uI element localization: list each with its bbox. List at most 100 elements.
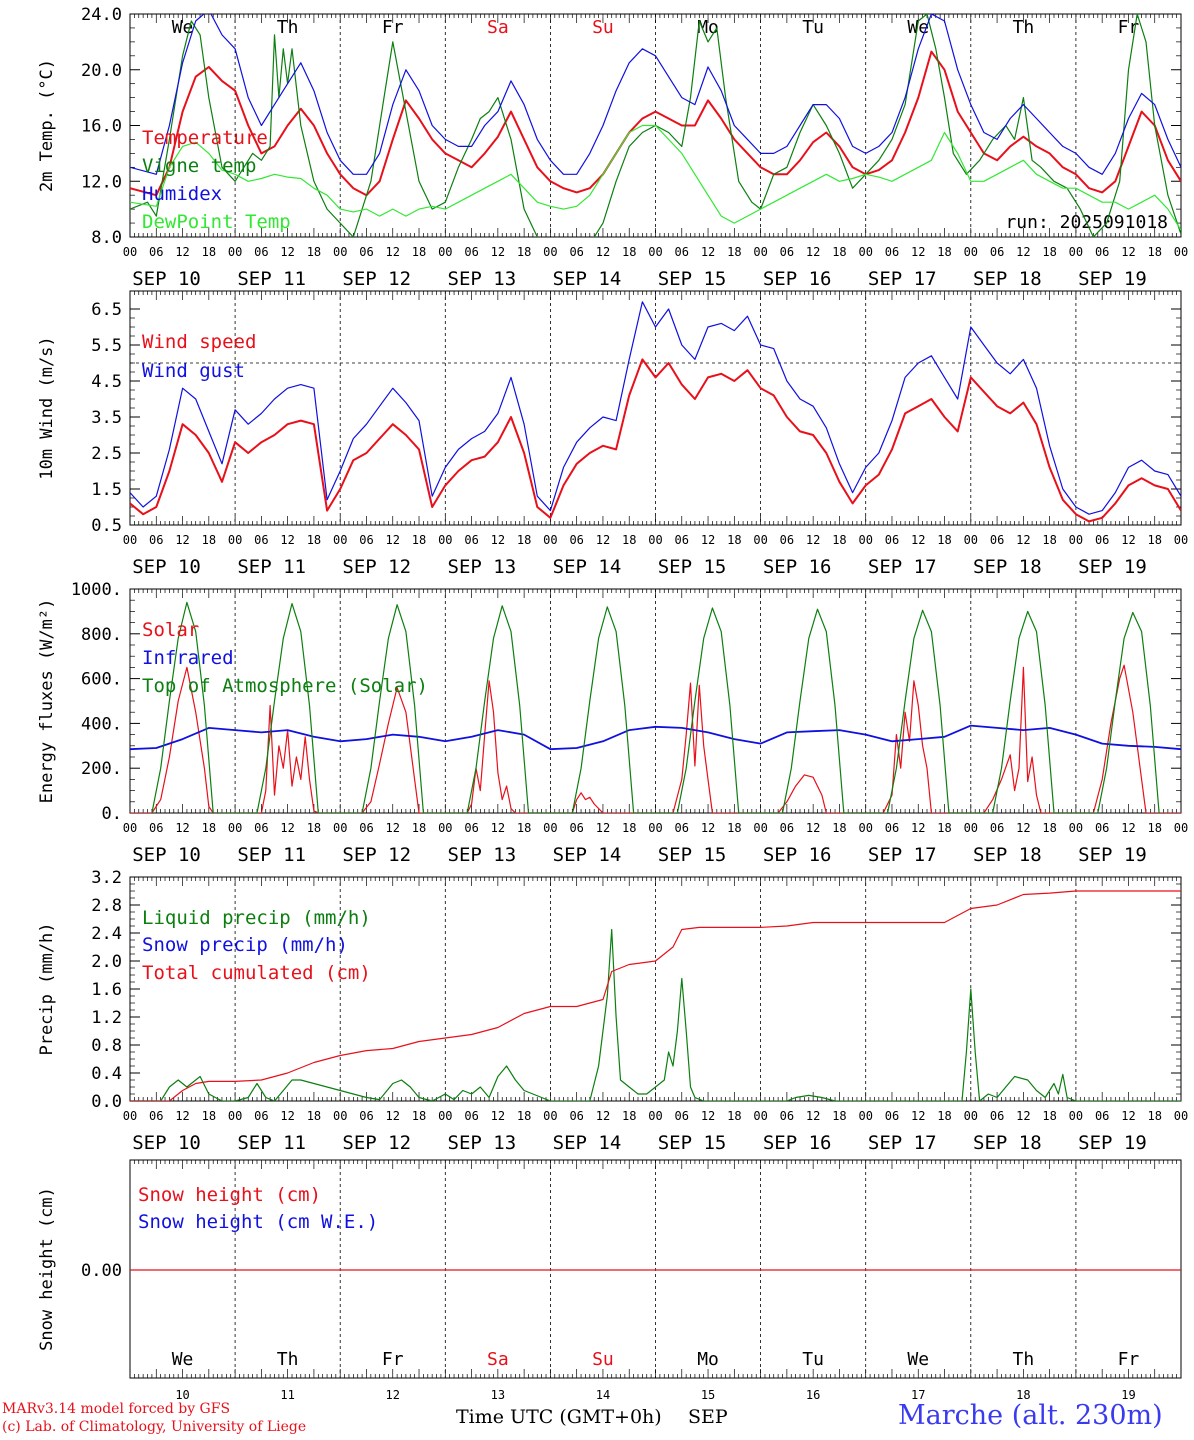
x-tick-label: 06 bbox=[464, 1109, 478, 1123]
y-tick-label: 2.0 bbox=[91, 952, 122, 972]
x-tick-label: 18 bbox=[1042, 821, 1056, 835]
legend-entry: Wind speed bbox=[142, 331, 256, 353]
date-label: SEP 12 bbox=[342, 1132, 411, 1154]
date-label: SEP 19 bbox=[1078, 268, 1147, 290]
x-tick-label: 00 bbox=[858, 1109, 872, 1123]
y-tick-label: 1.5 bbox=[91, 480, 122, 500]
y-tick-label: 1000. bbox=[71, 580, 122, 600]
y-tick-label: 12.0 bbox=[81, 172, 122, 192]
x-tick-label: 00 bbox=[648, 821, 662, 835]
x-tick-label: 06 bbox=[990, 1109, 1004, 1123]
x-tick-label: 12 bbox=[1121, 821, 1135, 835]
date-label: SEP 16 bbox=[763, 1132, 832, 1154]
y-tick-label: 8.0 bbox=[91, 228, 122, 248]
x-tick-label: 00 bbox=[753, 821, 767, 835]
x-tick-label: 12 bbox=[280, 1109, 294, 1123]
date-label: SEP 18 bbox=[973, 844, 1042, 866]
x-tick-label: 12 bbox=[701, 245, 715, 259]
x-tick-label: 00 bbox=[964, 821, 978, 835]
x-tick-label: 00 bbox=[1174, 533, 1188, 547]
panel-1: 8.0 12.0 16.0 20.0 24.0 2m Temp. (°C) 00 06 12 18… bbox=[37, 5, 1188, 290]
x-tick-label: 12 bbox=[280, 821, 294, 835]
credit-line-1: MARv3.14 model forced by GFS bbox=[2, 1401, 231, 1417]
date-label: SEP 18 bbox=[973, 556, 1042, 578]
x-tick-label: 06 bbox=[1095, 821, 1109, 835]
x-tick-label: 12 bbox=[491, 821, 505, 835]
date-label: SEP 14 bbox=[553, 1132, 622, 1154]
y-tick-label: 200. bbox=[81, 759, 122, 779]
x-tick-label: 12 bbox=[911, 821, 925, 835]
x-tick-label: 00 bbox=[753, 533, 767, 547]
legend-entry: Snow precip (mm/h) bbox=[142, 934, 348, 956]
date-label: SEP 10 bbox=[132, 268, 201, 290]
x-tick-label: 12 bbox=[1121, 533, 1135, 547]
weekday-label: Su bbox=[592, 1349, 614, 1370]
x-tick-label: 00 bbox=[1174, 1109, 1188, 1123]
panel-5: 0.00 Snow height (cm) We Th Fr Sa Su Mo Tu We Th Fr… bbox=[37, 1159, 1182, 1402]
x-tick-label: 06 bbox=[780, 533, 794, 547]
x-tick-label: 00 bbox=[1069, 245, 1083, 259]
x-tick-label: 06 bbox=[675, 1109, 689, 1123]
x-tick-label: 00 bbox=[228, 1109, 242, 1123]
day-number-label: 12 bbox=[386, 1388, 400, 1402]
x-tick-label: 06 bbox=[149, 533, 163, 547]
x-tick-label: 00 bbox=[1069, 821, 1083, 835]
x-tick-label: 06 bbox=[990, 821, 1004, 835]
x-tick-label: 12 bbox=[491, 1109, 505, 1123]
bottom-month: SEP bbox=[688, 1406, 728, 1428]
x-tick-label: 12 bbox=[386, 821, 400, 835]
date-label: SEP 14 bbox=[553, 556, 622, 578]
credit-line-2: (c) Lab. of Climatology, University of L… bbox=[2, 1419, 307, 1435]
x-tick-label: 06 bbox=[990, 245, 1004, 259]
date-label: SEP 17 bbox=[868, 1132, 937, 1154]
date-label: SEP 11 bbox=[237, 1132, 306, 1154]
x-tick-label: 12 bbox=[806, 533, 820, 547]
x-tick-label: 18 bbox=[202, 1109, 216, 1123]
legend-entry: Snow height (cm W.E.) bbox=[138, 1211, 378, 1233]
x-tick-label: 00 bbox=[123, 533, 137, 547]
date-label: SEP 11 bbox=[237, 844, 306, 866]
x-tick-label: 00 bbox=[228, 533, 242, 547]
day-number-label: 16 bbox=[806, 1388, 820, 1402]
x-tick-label: 18 bbox=[727, 533, 741, 547]
y-tick-label: 2.8 bbox=[91, 896, 122, 916]
x-tick-label: 00 bbox=[648, 1109, 662, 1123]
y-tick-label: 400. bbox=[81, 714, 122, 734]
x-tick-label: 18 bbox=[1042, 1109, 1056, 1123]
weekday-label: Tu bbox=[802, 17, 824, 38]
x-tick-label: 06 bbox=[675, 533, 689, 547]
x-tick-label: 06 bbox=[464, 821, 478, 835]
day-number-label: 14 bbox=[596, 1388, 610, 1402]
date-label: SEP 15 bbox=[658, 844, 727, 866]
x-tick-label: 06 bbox=[254, 1109, 268, 1123]
panel-2: 0.5 1.5 2.5 3.5 4.5 5.5 6.5 10m Wind (m/s) 00 06 1… bbox=[37, 290, 1188, 578]
x-tick-label: 12 bbox=[386, 245, 400, 259]
y-axis-label: Snow height (cm) bbox=[37, 1187, 57, 1351]
x-tick-label: 06 bbox=[990, 533, 1004, 547]
weekday-label: Fr bbox=[1118, 1349, 1140, 1370]
x-tick-label: 18 bbox=[1147, 245, 1161, 259]
date-label: SEP 13 bbox=[448, 268, 517, 290]
x-tick-label: 18 bbox=[412, 1109, 426, 1123]
date-label: SEP 16 bbox=[763, 268, 832, 290]
y-tick-label: 1.2 bbox=[91, 1008, 122, 1028]
x-tick-label: 00 bbox=[228, 245, 242, 259]
weekday-label: Mo bbox=[697, 17, 719, 38]
x-tick-label: 06 bbox=[885, 1109, 899, 1123]
x-tick-label: 06 bbox=[675, 245, 689, 259]
x-tick-label: 18 bbox=[832, 821, 846, 835]
date-label: SEP 10 bbox=[132, 556, 201, 578]
y-axis-label: 10m Wind (m/s) bbox=[37, 336, 57, 479]
x-tick-label: 00 bbox=[438, 821, 452, 835]
y-tick-label: 16.0 bbox=[81, 117, 122, 137]
x-tick-label: 18 bbox=[727, 821, 741, 835]
y-tick-label: 24.0 bbox=[81, 5, 122, 25]
x-tick-label: 12 bbox=[491, 533, 505, 547]
x-tick-label: 18 bbox=[307, 1109, 321, 1123]
x-tick-label: 06 bbox=[254, 245, 268, 259]
x-tick-label: 18 bbox=[832, 245, 846, 259]
date-label: SEP 11 bbox=[237, 268, 306, 290]
date-label: SEP 14 bbox=[553, 844, 622, 866]
weekday-label: Th bbox=[1013, 17, 1035, 38]
x-tick-label: 12 bbox=[806, 821, 820, 835]
